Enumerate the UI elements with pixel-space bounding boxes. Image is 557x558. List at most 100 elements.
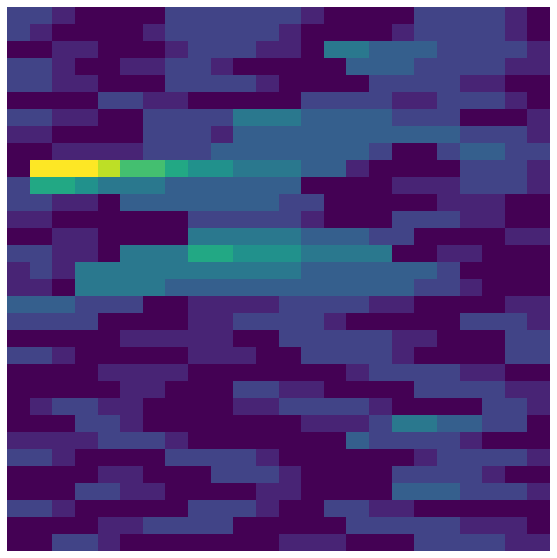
- heatmap-cell: [392, 92, 415, 110]
- heatmap-cell: [52, 296, 75, 314]
- heatmap-cell: [52, 75, 75, 93]
- heatmap-cell: [165, 347, 188, 365]
- heatmap-cell: [460, 109, 483, 127]
- heatmap-cell: [233, 194, 256, 212]
- heatmap-cell: [75, 415, 98, 433]
- heatmap-cell: [346, 177, 369, 195]
- heatmap-cell: [437, 449, 460, 467]
- heatmap-cell: [369, 296, 392, 314]
- heatmap-cell: [256, 398, 279, 416]
- heatmap-cell: [346, 330, 369, 348]
- heatmap-cell: [52, 245, 75, 263]
- heatmap-cell: [7, 279, 30, 297]
- heatmap-cell: [505, 279, 528, 297]
- heatmap-cell: [211, 449, 234, 467]
- heatmap-cell: [346, 296, 369, 314]
- heatmap-cell: [211, 313, 234, 331]
- heatmap-cell: [188, 58, 211, 76]
- heatmap-cell: [120, 228, 143, 246]
- heatmap-cell: [143, 347, 166, 365]
- heatmap-cell: [414, 92, 437, 110]
- heatmap-cell: [346, 483, 369, 501]
- heatmap-cell: [324, 296, 347, 314]
- heatmap-cell: [346, 415, 369, 433]
- heatmap-cell: [211, 330, 234, 348]
- heatmap-cell: [98, 228, 121, 246]
- heatmap-cell: [256, 262, 279, 280]
- heatmap-cell: [437, 364, 460, 382]
- heatmap-cell: [527, 313, 550, 331]
- heatmap-cell: [256, 92, 279, 110]
- heatmap-cell: [7, 228, 30, 246]
- heatmap-cell: [143, 262, 166, 280]
- heatmap-cell: [527, 279, 550, 297]
- heatmap-cell: [279, 466, 302, 484]
- heatmap-cell: [188, 41, 211, 59]
- heatmap-cell: [233, 398, 256, 416]
- heatmap-cell: [505, 313, 528, 331]
- heatmap-cell: [482, 75, 505, 93]
- heatmap-cell: [460, 143, 483, 161]
- heatmap-cell: [346, 262, 369, 280]
- heatmap-cell: [482, 177, 505, 195]
- heatmap-cell: [369, 466, 392, 484]
- heatmap-cell: [75, 313, 98, 331]
- heatmap-cell: [279, 483, 302, 501]
- heatmap-cell: [369, 347, 392, 365]
- heatmap-cell: [505, 398, 528, 416]
- heatmap-cell: [527, 296, 550, 314]
- heatmap-cell: [392, 517, 415, 535]
- heatmap-cell: [233, 500, 256, 518]
- heatmap-cell: [482, 330, 505, 348]
- heatmap-cell: [505, 534, 528, 551]
- heatmap-cell: [392, 143, 415, 161]
- heatmap-cell: [256, 160, 279, 178]
- heatmap-cell: [414, 330, 437, 348]
- heatmap-cell: [30, 245, 53, 263]
- heatmap-cell: [120, 245, 143, 263]
- heatmap-cell: [188, 24, 211, 42]
- heatmap-cell: [505, 143, 528, 161]
- heatmap-cell: [437, 347, 460, 365]
- heatmap-cell: [143, 296, 166, 314]
- heatmap-cell: [505, 432, 528, 450]
- heatmap-cell: [301, 381, 324, 399]
- heatmap-cell: [346, 211, 369, 229]
- heatmap-cell: [143, 500, 166, 518]
- heatmap-cell: [165, 330, 188, 348]
- heatmap-cell: [188, 194, 211, 212]
- heatmap-cell: [301, 466, 324, 484]
- heatmap-cell: [52, 194, 75, 212]
- heatmap-cell: [324, 415, 347, 433]
- heatmap-cell: [324, 466, 347, 484]
- heatmap-cell: [527, 24, 550, 42]
- heatmap-cell: [460, 194, 483, 212]
- heatmap-cell: [75, 41, 98, 59]
- heatmap-cell: [233, 7, 256, 25]
- heatmap-cell: [437, 432, 460, 450]
- heatmap-cell: [279, 194, 302, 212]
- heatmap-cell: [165, 41, 188, 59]
- heatmap-cell: [324, 381, 347, 399]
- heatmap-cell: [143, 177, 166, 195]
- heatmap-cell: [30, 313, 53, 331]
- heatmap-cell: [414, 58, 437, 76]
- heatmap-cell: [98, 143, 121, 161]
- heatmap-cell: [7, 347, 30, 365]
- heatmap-cell: [301, 58, 324, 76]
- heatmap-cell: [120, 7, 143, 25]
- heatmap-cell: [165, 449, 188, 467]
- heatmap-cell: [30, 228, 53, 246]
- heatmap-cell: [460, 483, 483, 501]
- heatmap-cell: [30, 330, 53, 348]
- heatmap-cell: [52, 398, 75, 416]
- heatmap-cell: [52, 517, 75, 535]
- heatmap-cell: [75, 381, 98, 399]
- heatmap-cell: [98, 245, 121, 263]
- heatmap-cell: [211, 177, 234, 195]
- heatmap-cell: [527, 58, 550, 76]
- heatmap-cell: [120, 160, 143, 178]
- heatmap-cell: [324, 483, 347, 501]
- heatmap-cell: [98, 449, 121, 467]
- heatmap-cell: [75, 330, 98, 348]
